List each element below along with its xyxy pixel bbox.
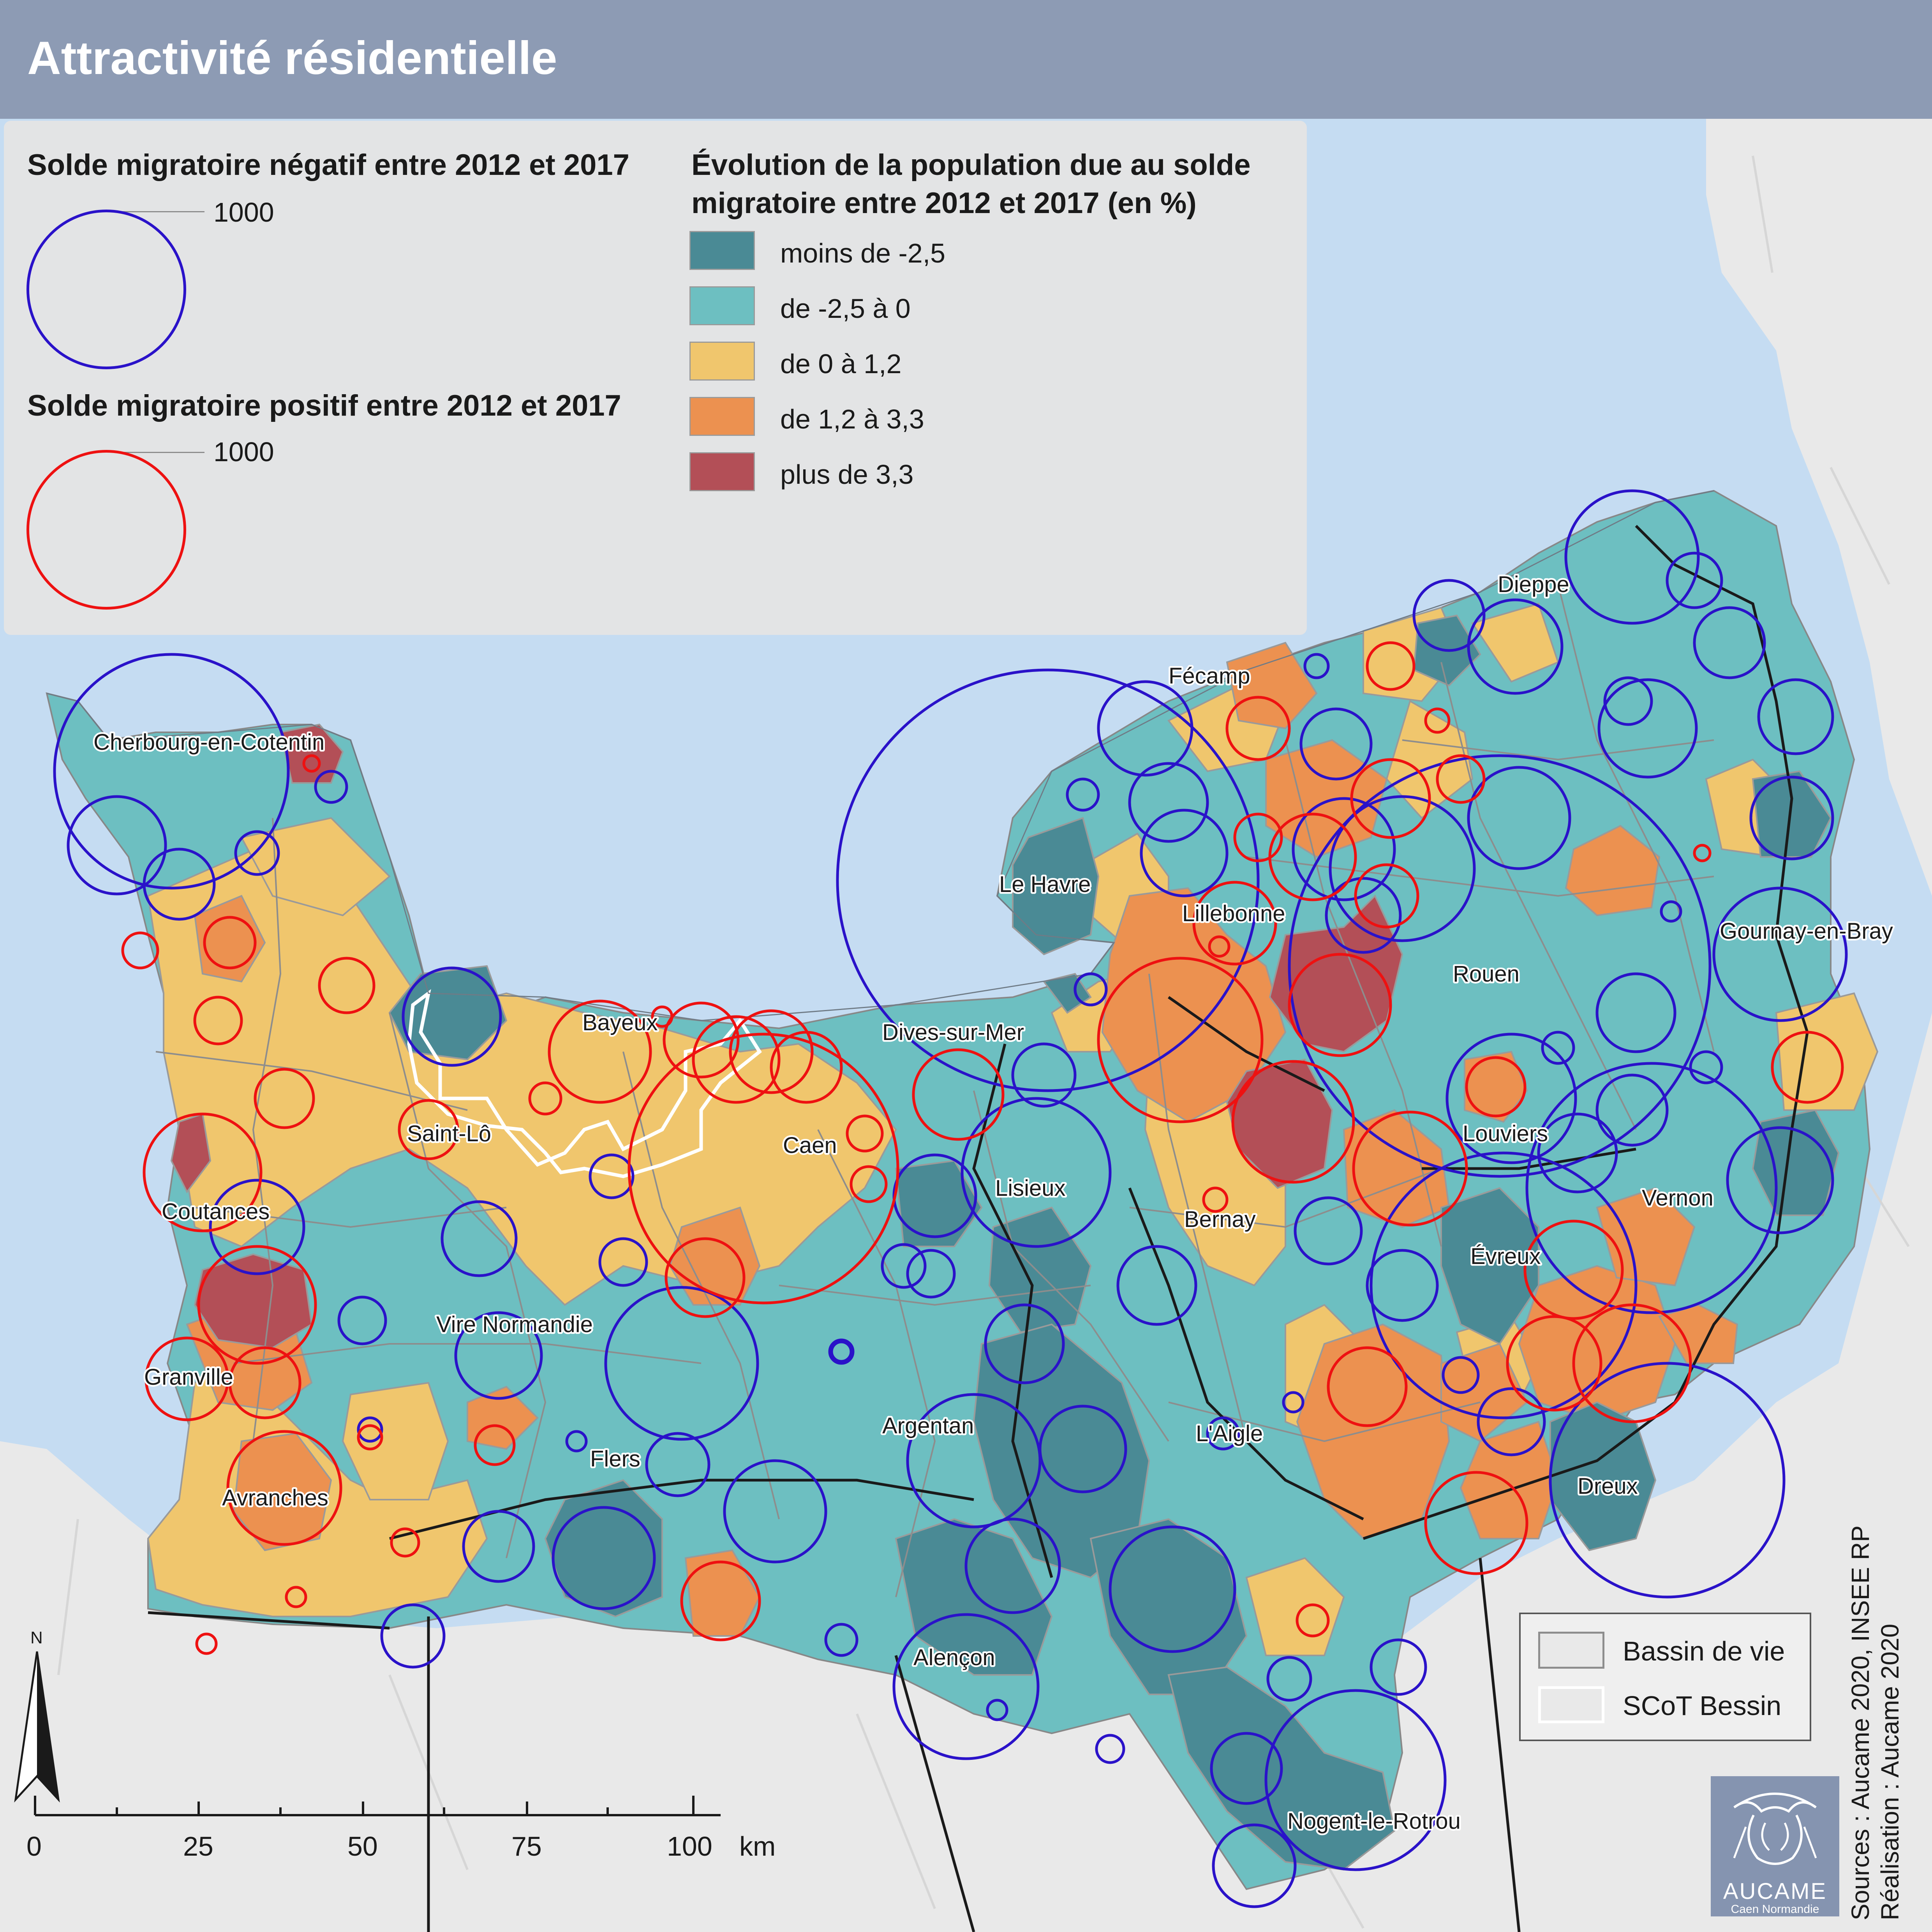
city-label: Louviers bbox=[1463, 1121, 1548, 1146]
department-boundaries bbox=[148, 525, 1809, 1932]
north-label: N bbox=[30, 1628, 43, 1647]
city-label: Rouen bbox=[1453, 961, 1520, 987]
scale-tick-label: 50 bbox=[347, 1831, 378, 1861]
city-label: Le Havre bbox=[999, 872, 1091, 897]
city-label: Avranches bbox=[222, 1485, 328, 1511]
city-label: Fécamp bbox=[1169, 663, 1250, 689]
legend-choropleth-title: migratoire entre 2012 et 2017 (en %) bbox=[691, 187, 1197, 220]
legend-class-label: moins de -2,5 bbox=[780, 238, 946, 268]
coastline bbox=[46, 490, 1714, 1021]
city-label: Argentan bbox=[882, 1413, 974, 1438]
city-label: Dives-sur-Mer bbox=[882, 1020, 1024, 1045]
legend-swatch bbox=[689, 342, 755, 381]
legend-choropleth-title: Évolution de la population due au solde bbox=[691, 148, 1251, 182]
city-label: Granville bbox=[144, 1364, 233, 1390]
logo-emblem-icon bbox=[1733, 1793, 1817, 1865]
city-label: Bayeux bbox=[582, 1010, 658, 1035]
city-label: Lisieux bbox=[995, 1176, 1066, 1201]
city-label: Flers bbox=[590, 1446, 640, 1472]
sources-text: Sources : Aucame 2020, INSEE RP Réalisat… bbox=[1846, 1525, 1905, 1920]
legend-negative-title: Solde migratoire négatif entre 2012 et 2… bbox=[27, 148, 629, 182]
scot-swatch bbox=[1538, 1686, 1604, 1723]
city-label: Cherbourg-en-Cotentin bbox=[93, 730, 324, 755]
credits-line: Réalisation : Aucame 2020 bbox=[1876, 1624, 1904, 1920]
north-arrow-icon bbox=[14, 1651, 60, 1803]
positive-balance-circles bbox=[121, 641, 1844, 1655]
legend-swatch bbox=[689, 286, 755, 325]
scale-tick-label: 100 bbox=[667, 1831, 712, 1861]
title-bar: Attractivité résidentielle bbox=[0, 0, 1932, 119]
legend-class-label: de 0 à 1,2 bbox=[780, 349, 902, 379]
city-label: Nogent-le-Rotrou bbox=[1287, 1809, 1461, 1834]
boundary-legend: Bassin de vie SCoT Bessin bbox=[1519, 1613, 1811, 1741]
bassin-label: Bassin de vie bbox=[1623, 1636, 1785, 1666]
logo-name: AUCAME bbox=[1723, 1879, 1827, 1904]
legend-class-label: de -2,5 à 0 bbox=[780, 293, 911, 324]
legend-leader-line bbox=[117, 452, 204, 453]
scale-unit-label: km bbox=[739, 1831, 776, 1861]
legend-swatch bbox=[689, 231, 755, 270]
neighbouring-land bbox=[0, 117, 1932, 1932]
legend-negative-circle bbox=[26, 210, 186, 369]
city-label: Coutances bbox=[162, 1199, 270, 1224]
legend-class-label: plus de 3,3 bbox=[780, 459, 914, 490]
bassin-boundaries bbox=[155, 584, 1715, 1597]
legend-positive-title: Solde migratoire positif entre 2012 et 2… bbox=[27, 389, 621, 422]
zones-orange bbox=[186, 642, 1738, 1637]
negative-balance-circles bbox=[53, 489, 1848, 1908]
city-label: Gournay-en-Bray bbox=[1720, 918, 1893, 944]
aucame-logo: AUCAME Caen Normandie bbox=[1711, 1776, 1839, 1916]
city-label: Vire Normandie bbox=[436, 1312, 593, 1337]
city-label: Dreux bbox=[1578, 1474, 1638, 1499]
legend-swatch bbox=[689, 397, 755, 436]
sources-line: Sources : Aucame 2020, INSEE RP bbox=[1846, 1525, 1874, 1920]
scale-bar bbox=[34, 1796, 721, 1816]
legend-panel: Solde migratoire négatif entre 2012 et 2… bbox=[4, 121, 1307, 635]
city-label: Dieppe bbox=[1498, 572, 1569, 597]
logo-sub: Caen Normandie bbox=[1731, 1903, 1819, 1916]
legend-negative-value: 1000 bbox=[213, 197, 274, 227]
page-title: Attractivité résidentielle bbox=[27, 32, 557, 84]
scale-tick-label: 25 bbox=[183, 1831, 213, 1861]
scale-tick-label: 0 bbox=[26, 1831, 42, 1861]
legend-swatch bbox=[689, 452, 755, 491]
scale-tick-label: 75 bbox=[511, 1831, 542, 1861]
city-label: Alençon bbox=[913, 1645, 995, 1670]
city-label: Bernay bbox=[1184, 1207, 1256, 1232]
legend-leader-line bbox=[117, 211, 204, 212]
scot-label: SCoT Bessin bbox=[1623, 1690, 1782, 1721]
zones-red bbox=[170, 723, 1403, 1349]
city-label: Vernon bbox=[1642, 1185, 1713, 1211]
city-labels: Cherbourg-en-Cotentin Le Havre Fécamp Di… bbox=[92, 570, 1895, 1836]
city-label: L'Aigle bbox=[1196, 1421, 1263, 1446]
legend-class-label: de 1,2 à 3,3 bbox=[780, 404, 924, 434]
city-label: Évreux bbox=[1470, 1244, 1541, 1269]
city-label: Saint-Lô bbox=[407, 1121, 491, 1146]
legend-positive-value: 1000 bbox=[213, 437, 274, 467]
city-label: Lillebonne bbox=[1182, 901, 1285, 926]
bassin-swatch bbox=[1538, 1632, 1604, 1669]
city-label: Caen bbox=[783, 1133, 837, 1158]
legend-positive-circle bbox=[26, 450, 186, 610]
